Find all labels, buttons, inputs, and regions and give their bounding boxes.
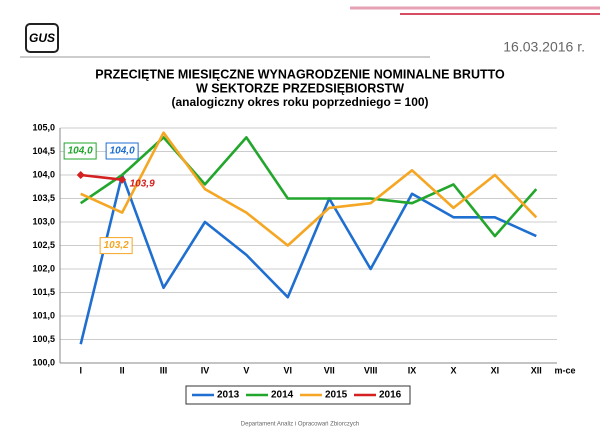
x-tick-label: IX	[408, 365, 417, 375]
x-tick-label: I	[79, 365, 82, 375]
x-tick-label: VIII	[364, 365, 378, 375]
data-label: 103,2	[104, 240, 129, 251]
chart-title: W SEKTORZE PRZEDSIĘBIORSTW	[196, 81, 404, 95]
x-tick-label: XI	[491, 365, 500, 375]
series-line	[80, 173, 123, 181]
label-box	[63, 142, 97, 160]
y-tick-label: 105,0	[32, 122, 55, 132]
y-tick-label: 102,0	[32, 263, 55, 273]
logo: GUS	[29, 31, 55, 45]
legend-label: 2015	[325, 390, 348, 401]
y-tick-label: 104,0	[32, 169, 55, 179]
x-tick-label: V	[243, 365, 249, 375]
series-line	[79, 173, 537, 345]
legend-label: 2016	[379, 390, 402, 401]
x-tick-label: VII	[324, 365, 335, 375]
y-tick-label: 103,5	[32, 193, 55, 203]
marker	[118, 175, 127, 184]
x-tick-label: VI	[284, 365, 293, 375]
date: 16.03.2016 r.	[503, 39, 585, 55]
label-box	[99, 237, 133, 255]
data-label: 104,0	[110, 146, 135, 157]
x-axis-label: m-ce	[554, 365, 575, 375]
y-tick-label: 103,0	[32, 216, 55, 226]
x-tick-label: II	[120, 365, 125, 375]
y-tick-label: 104,5	[32, 146, 55, 156]
x-tick-label: XII	[531, 365, 542, 375]
y-tick-label: 101,5	[32, 287, 55, 297]
legend-box	[185, 385, 411, 405]
y-tick-label: 102,5	[32, 240, 55, 250]
logo-frame	[25, 23, 59, 53]
footer: Departament Analiz i Opracowań Zbiorczyc…	[241, 422, 359, 428]
x-tick-label: X	[450, 365, 456, 375]
legend-label: 2014	[271, 390, 294, 401]
y-tick-label: 101,0	[32, 310, 55, 320]
legend-label: 2013	[217, 390, 240, 401]
x-tick-label: III	[160, 365, 168, 375]
marker	[76, 171, 85, 179]
data-label: 104,0	[68, 146, 93, 157]
data-label: 103,9	[130, 178, 155, 189]
x-tick-label: IV	[201, 365, 210, 375]
series-line	[80, 131, 538, 247]
y-tick-label: 100,5	[32, 334, 55, 344]
label-box	[105, 142, 139, 160]
chart-title: PRZECIĘTNE MIESIĘCZNE WYNAGRODZENIE NOMI…	[95, 67, 505, 81]
chart-subtitle: (analogiczny okres roku poprzedniego = 1…	[171, 95, 428, 109]
y-tick-label: 100,0	[32, 357, 55, 367]
